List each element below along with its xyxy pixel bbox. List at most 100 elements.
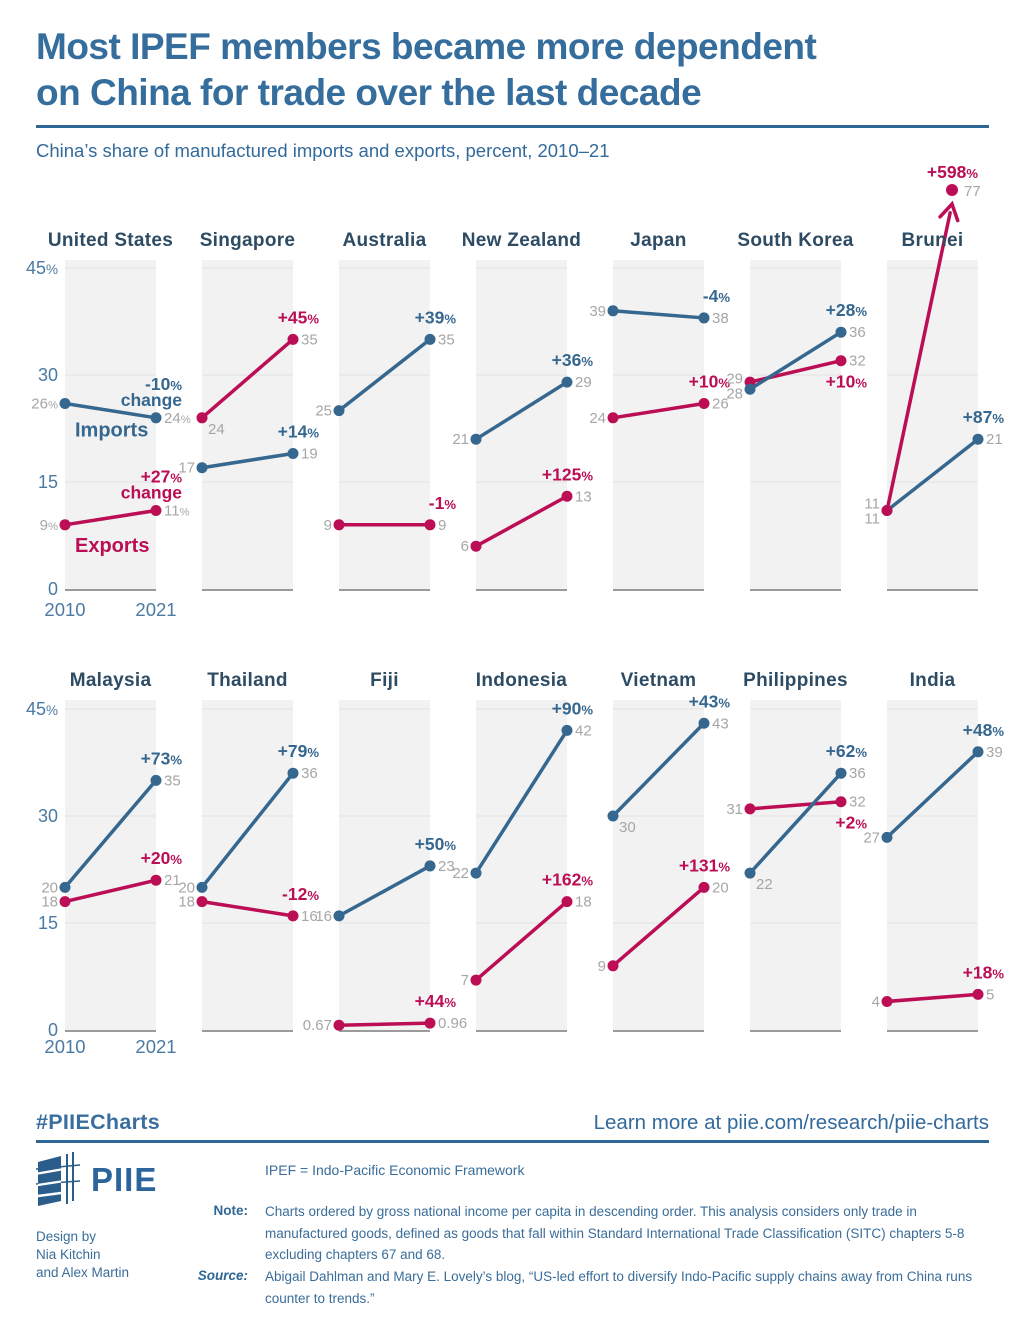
panel-title-united-states: United States	[48, 230, 173, 251]
imports-end-value: 42	[575, 722, 592, 739]
y-tick-15: 15	[38, 472, 58, 492]
exports-change-word: change	[121, 483, 183, 503]
imports-start-value: 22	[756, 876, 773, 893]
panel-title-philippines: Philippines	[743, 670, 848, 691]
imports-line	[474, 728, 569, 875]
imports-line	[885, 437, 980, 513]
piiecharts-hashtag-link[interactable]: #PIIECharts	[36, 1110, 160, 1134]
y-tick-45: 45%	[26, 699, 58, 719]
exports-start-value: 6	[461, 538, 469, 555]
imports-end-dot	[424, 860, 436, 872]
exports-line	[474, 494, 569, 548]
panel-title-indonesia: Indonesia	[476, 670, 568, 691]
exports-end-dot	[561, 490, 573, 502]
learn-more-link[interactable]: Learn more at piie.com/research/piie-cha…	[593, 1111, 989, 1134]
exports-end-value: 21	[164, 872, 181, 889]
exports-end-value: 32	[849, 794, 866, 811]
imports-change-label: -4%	[703, 286, 731, 306]
exports-start-value: 24	[589, 410, 606, 427]
exports-change-label: -12%	[282, 884, 319, 904]
imports-start-value: 22	[452, 865, 469, 882]
exports-end-value: 35	[301, 331, 318, 348]
exports-end-value: 20	[712, 879, 729, 896]
exports-end-value: 0.96	[438, 1015, 467, 1032]
imports-series-label: Imports	[75, 420, 148, 442]
panel-background	[339, 700, 430, 1032]
exports-end-value: 16	[301, 908, 318, 925]
header-divider	[36, 125, 989, 128]
panel-background	[65, 700, 156, 1032]
exports-change-label: +2%	[835, 813, 867, 833]
panel-title-malaysia: Malaysia	[70, 670, 152, 691]
exports-end-value: 11%	[164, 503, 190, 520]
imports-end-value: 35	[438, 331, 455, 348]
imports-change-label: +39%	[415, 307, 457, 327]
imports-end-value: 19	[301, 445, 318, 462]
panel-background	[887, 700, 978, 1032]
panel-background	[750, 700, 841, 1032]
x-label-2021: 2021	[135, 599, 176, 620]
exports-end-dot	[561, 896, 573, 908]
exports-end-dot	[424, 1017, 436, 1029]
imports-start-value: 20	[178, 879, 195, 896]
exports-end-dot	[424, 519, 436, 531]
x-label-2010: 2010	[44, 599, 85, 620]
exports-change-label: +10%	[689, 372, 731, 392]
x-label-2010: 2010	[44, 1036, 85, 1057]
imports-change-label: +36%	[552, 350, 594, 370]
exports-end-dot	[698, 881, 710, 893]
imports-line	[748, 330, 843, 392]
exports-line	[337, 1021, 432, 1027]
piie-building-icon	[36, 1152, 81, 1206]
panel-fiji: 0.96 +44% 23 +50% 16 0.67	[303, 700, 467, 1034]
exports-line	[63, 508, 158, 527]
footer-divider	[36, 1140, 989, 1143]
imports-line	[474, 380, 569, 441]
panel-australia: 9 -1% 35 +39% 25 9	[315, 260, 456, 591]
design-credit: Design by Nia Kitchin and Alex Martin	[36, 1228, 129, 1282]
exports-offscale-dot	[946, 184, 958, 196]
exports-end-value: 18	[575, 894, 592, 911]
panel-title-brunei: Brunei	[902, 230, 964, 251]
exports-series-label: Exports	[75, 535, 149, 557]
imports-end-dot	[287, 447, 299, 459]
imports-end-value: 36	[849, 765, 866, 782]
panel-india: 5 +18% 39 +48% 27 4	[863, 700, 1004, 1032]
panel-title-japan: Japan	[630, 230, 686, 251]
imports-line	[337, 864, 432, 918]
exports-line	[200, 899, 295, 918]
imports-line	[611, 309, 706, 320]
exports-line	[63, 878, 158, 904]
exports-start-value: 24	[208, 421, 225, 438]
imports-end-dot	[835, 767, 847, 779]
y-tick-30: 30	[38, 806, 58, 826]
exports-end-dot	[835, 796, 847, 808]
design-credit-line1: Design by	[36, 1229, 97, 1244]
exports-end-dot	[972, 988, 984, 1000]
imports-end-value: 36	[301, 765, 318, 782]
exports-line	[748, 799, 843, 811]
imports-end-value: 35	[164, 772, 181, 789]
imports-end-value: 43	[712, 715, 729, 732]
imports-line	[63, 778, 158, 890]
imports-change-label: +14%	[278, 421, 320, 441]
imports-start-value: 39	[589, 303, 606, 320]
imports-change-label: +48%	[963, 720, 1005, 740]
exports-start-value: 7	[461, 972, 469, 989]
exports-line	[885, 211, 952, 513]
panel-title-new-zealand: New Zealand	[462, 230, 581, 251]
exports-change-label: +45%	[278, 307, 320, 327]
exports-line	[200, 337, 295, 420]
panel-background	[613, 700, 704, 1032]
source-text: Abigail Dahlman and Mary E. Lovely’s blo…	[265, 1269, 973, 1306]
exports-end-dot	[150, 505, 162, 517]
panel-background	[339, 260, 430, 591]
exports-change-label: +44%	[415, 991, 457, 1011]
panel-background	[476, 260, 567, 591]
imports-end-dot	[835, 326, 847, 338]
